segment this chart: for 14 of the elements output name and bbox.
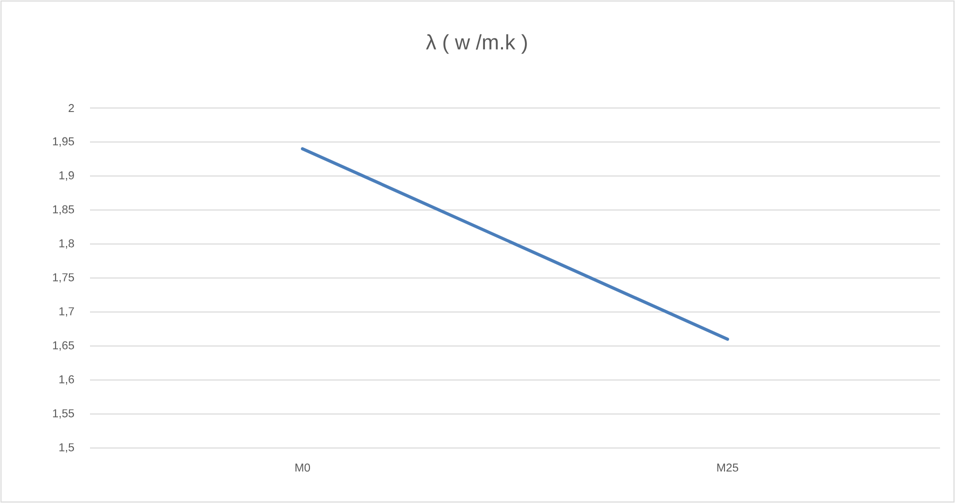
- y-tick-label: 1,5: [59, 443, 74, 453]
- y-tick-label: 1,95: [53, 137, 74, 147]
- y-tick-label: 1,55: [53, 409, 74, 419]
- y-tick-label: 1,9: [59, 171, 74, 181]
- y-tick-label: 1,65: [53, 341, 74, 351]
- y-tick-label: 2: [68, 104, 74, 112]
- y-tick-label: 1,85: [53, 205, 74, 215]
- y-tick-label: 1,75: [53, 273, 74, 283]
- chart-title: λ ( w /m.k ): [426, 34, 527, 54]
- x-tick-label: M0: [295, 464, 310, 472]
- x-tick-label: M25: [717, 464, 738, 472]
- y-tick-label: 1,7: [59, 307, 74, 317]
- y-tick-label: 1,6: [59, 375, 74, 385]
- y-tick-label: 1,8: [59, 239, 74, 249]
